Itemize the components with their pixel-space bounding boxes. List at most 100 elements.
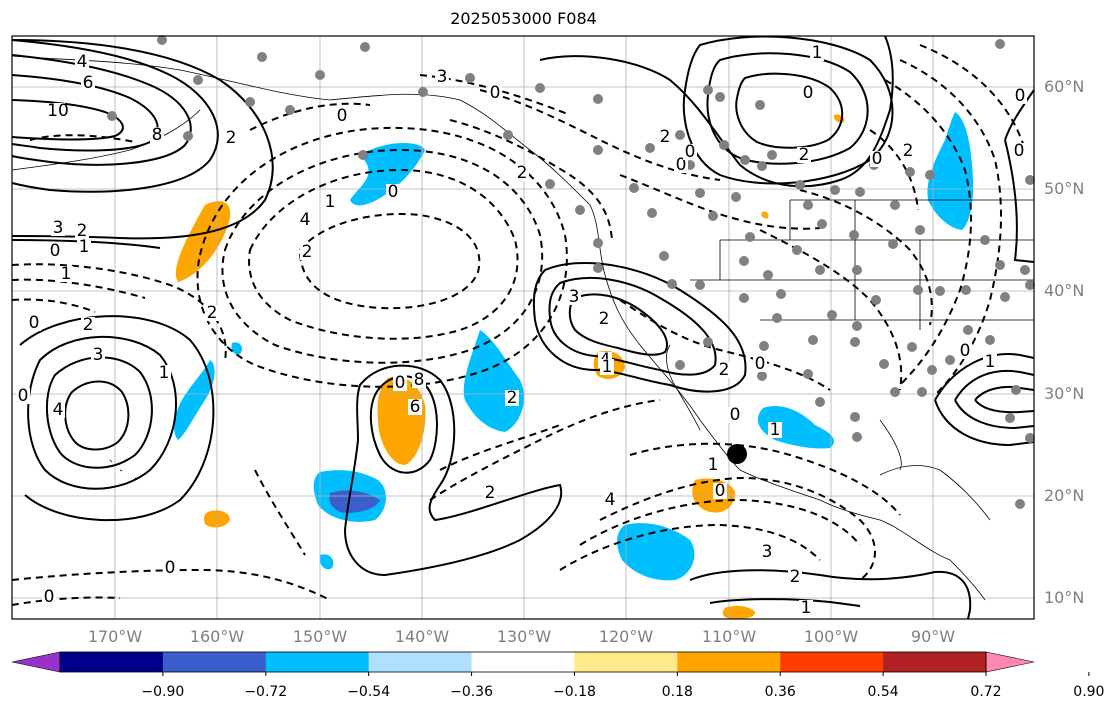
contour-label: 3	[93, 345, 104, 365]
contour-label-background	[435, 69, 449, 85]
contour-label-background	[42, 589, 56, 605]
colorbar-tick-label: −0.18	[552, 684, 596, 700]
contour-label-background	[788, 569, 802, 585]
observation-dots	[107, 35, 1035, 509]
contour-label: 0	[337, 106, 348, 126]
contour-label: 0	[18, 386, 29, 406]
contour-label-background	[16, 388, 30, 404]
colorbar-segment	[265, 652, 370, 672]
colorbar-tick-label: 0.90	[1073, 684, 1105, 700]
contour-label-background	[600, 359, 614, 375]
contour-labels: 4610820312010234021068032142023412200104…	[16, 43, 1027, 618]
colorbar-segment	[883, 652, 987, 672]
contour-label: 0	[388, 182, 399, 202]
contour-label-background	[799, 600, 813, 616]
longitude-label: 160°W	[189, 627, 245, 646]
contour-label-background	[901, 143, 915, 159]
contour-label: 1	[79, 237, 90, 257]
contour-label-background	[393, 375, 407, 391]
contour-label-background	[603, 492, 617, 508]
contour-label-background	[760, 544, 774, 560]
colorbar-segment	[60, 652, 164, 672]
colorbar	[11, 651, 1090, 676]
longitude-label: 140°W	[394, 627, 450, 646]
contour-label-background	[51, 402, 65, 418]
latitude-label: 30°N	[1044, 384, 1085, 403]
longitude-label: 100°W	[803, 627, 859, 646]
contour-label-background	[408, 399, 422, 415]
contour-label: 0	[803, 83, 814, 103]
map-title: 2025053000 F084	[450, 9, 597, 28]
longitude-label: 120°W	[598, 627, 654, 646]
colorbar-tick-label: 0.54	[867, 684, 899, 700]
colorbar-extend-low	[11, 651, 61, 673]
latitude-label: 40°N	[1044, 281, 1085, 300]
contour-label-background	[597, 311, 611, 327]
contour-label: 1	[801, 598, 812, 618]
anomaly-fills	[174, 112, 974, 619]
contour-label: 0	[730, 405, 741, 425]
colorbar-tick-label: 0.72	[970, 684, 1002, 700]
contour-label-background	[753, 356, 767, 372]
contour-label: 2	[903, 141, 914, 161]
contour-label-background	[505, 390, 519, 406]
contour-label: 2	[660, 127, 671, 147]
contour-label: 1	[159, 363, 170, 383]
contour-label-background	[81, 317, 95, 333]
contour-label-background	[870, 151, 884, 167]
colorbar-tick-label: −0.90	[141, 684, 185, 700]
colorbar-segment	[574, 652, 678, 672]
contour-label: 2	[799, 145, 810, 165]
location-marker	[727, 444, 747, 464]
plot-frame	[11, 35, 1035, 620]
contour-label-background	[51, 220, 65, 236]
contour-label-background	[27, 315, 41, 331]
contour-label-background	[683, 144, 697, 160]
longitude-label: 90°W	[910, 627, 956, 646]
colorbar-tick-label: −0.36	[450, 684, 493, 700]
contour-label-background	[801, 85, 815, 101]
colorbar-extend-high	[985, 651, 1035, 673]
contour-label: 2	[83, 315, 94, 335]
contour-label-background	[323, 194, 337, 210]
contour-label: 0	[1015, 86, 1026, 106]
contour-label-background	[75, 54, 89, 70]
contour-label-background	[1013, 88, 1027, 104]
latitude-label: 50°N	[1044, 179, 1085, 198]
contour-label-background	[658, 129, 672, 145]
contour-label: 0	[50, 241, 61, 261]
contour-label: 2	[77, 221, 88, 241]
contour-label-background	[567, 289, 581, 305]
contour-label: 10	[47, 101, 69, 121]
contour-label-background	[224, 130, 238, 146]
colorbar-tick-label: 0.36	[764, 684, 796, 700]
contour-label: 2	[507, 388, 518, 408]
contour-label-background	[768, 422, 782, 438]
contour-label-background	[298, 212, 312, 228]
contour-label: 3	[53, 218, 64, 238]
contour-label-background	[91, 347, 105, 363]
contour-label: 0	[490, 83, 501, 103]
contour-label: 3	[762, 542, 773, 562]
contour-label: 2	[207, 303, 218, 323]
contour-label-background	[483, 485, 497, 501]
coastlines	[11, 55, 1034, 601]
contour-label: 3	[569, 287, 580, 307]
contour-label-background	[386, 184, 400, 200]
contour-label: 6	[83, 73, 94, 93]
contour-label-background	[48, 243, 62, 259]
contour-label: 1	[61, 264, 72, 284]
contour-label: 2	[485, 483, 496, 503]
contour-label: 4	[300, 210, 311, 230]
colorbar-segment	[677, 652, 781, 672]
contour-label: 1	[770, 420, 781, 440]
contour-label: 8	[414, 370, 425, 390]
contour-label-background	[163, 560, 177, 576]
contour-label: 2	[790, 567, 801, 587]
contour-label: 0	[29, 313, 40, 333]
colorbar-segment	[471, 652, 575, 672]
colorbar-segment	[780, 652, 884, 672]
contour-label: 0	[1014, 141, 1025, 161]
contour-label-background	[81, 75, 95, 91]
